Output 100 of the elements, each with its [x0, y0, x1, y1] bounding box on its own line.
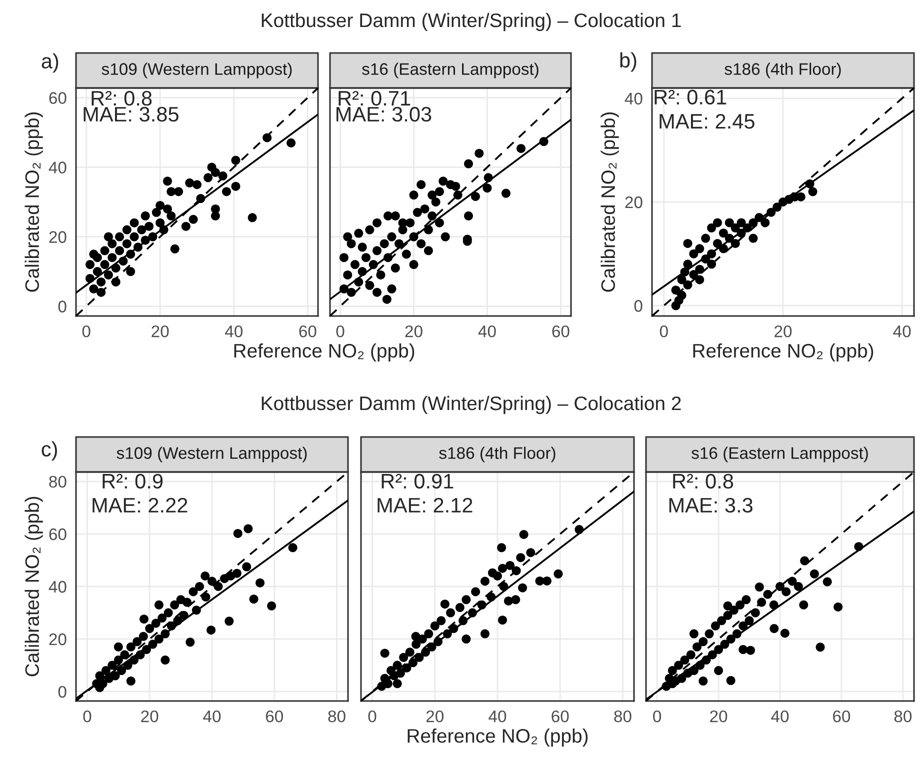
point	[686, 650, 696, 660]
annotation: R²: 0.61	[654, 90, 726, 105]
point	[462, 634, 471, 644]
point	[780, 628, 790, 638]
x-tick-label: 40	[893, 325, 911, 338]
point	[114, 642, 123, 652]
x-tick-label: 0	[83, 710, 92, 722]
point	[707, 260, 716, 269]
annotation: MAE: 3.03	[336, 106, 432, 122]
point	[498, 564, 508, 573]
point	[695, 275, 704, 284]
x-tick-label: 80	[894, 710, 912, 722]
point	[232, 568, 242, 578]
x-tick-label: 80	[614, 710, 632, 722]
x-tick-label: 0	[660, 325, 668, 338]
point	[186, 638, 195, 647]
point	[750, 608, 760, 618]
point	[674, 660, 684, 670]
point	[126, 642, 136, 652]
point	[140, 211, 150, 220]
point	[730, 238, 740, 248]
point	[695, 244, 704, 254]
point	[710, 621, 720, 630]
point	[162, 176, 172, 186]
point	[137, 225, 146, 234]
point	[707, 223, 716, 232]
y-tick-label: 40	[624, 92, 642, 105]
point	[816, 642, 825, 652]
point	[126, 676, 136, 686]
point	[689, 249, 698, 258]
x-tick-label: 40	[203, 710, 221, 722]
point	[164, 608, 173, 618]
point	[713, 238, 722, 248]
point	[154, 600, 164, 610]
point	[506, 560, 515, 570]
point	[115, 246, 124, 256]
annotation: R²: 0.9	[102, 474, 163, 489]
y-tick-label: 20	[49, 231, 66, 243]
y-tick-label: 0	[58, 686, 66, 698]
point	[668, 666, 677, 676]
point	[380, 648, 390, 658]
point	[114, 656, 123, 665]
text: Kottbusser Damm (Winter/Spring) – Colocation 1	[262, 12, 681, 32]
point	[162, 204, 172, 214]
point	[526, 548, 536, 558]
point	[436, 616, 446, 626]
point	[92, 267, 102, 276]
point	[96, 277, 106, 286]
point	[724, 218, 734, 228]
point	[760, 218, 770, 228]
chart-title: s16 (Eastern Lamppost)	[362, 62, 538, 78]
point	[286, 138, 296, 148]
y-tick-label: 80	[49, 476, 66, 488]
y-tick-label: 40	[48, 162, 66, 174]
point	[770, 624, 779, 634]
point	[188, 214, 198, 224]
point	[471, 587, 480, 596]
y-tick-label: 40	[48, 580, 66, 593]
point	[138, 632, 148, 641]
point	[726, 676, 736, 686]
point	[424, 629, 434, 638]
point	[166, 187, 176, 196]
point	[170, 244, 180, 254]
point	[480, 576, 490, 586]
x-axis-title: Reference NO₂ (ppb)	[408, 728, 588, 747]
point	[736, 218, 746, 228]
point	[126, 267, 136, 276]
point	[158, 614, 167, 623]
point	[736, 600, 745, 610]
point	[160, 656, 170, 665]
point	[100, 260, 110, 270]
point	[231, 156, 240, 165]
text: c)	[42, 441, 57, 461]
point	[692, 642, 702, 652]
point	[834, 602, 843, 612]
x-tick-label: 40	[488, 710, 506, 722]
point	[156, 200, 165, 210]
point	[192, 180, 202, 190]
point	[392, 679, 402, 688]
y-axis-title: Calibrated NO₂ (ppb)	[24, 112, 43, 292]
point	[808, 187, 818, 196]
point	[718, 228, 728, 238]
text: a)	[42, 53, 58, 73]
point	[542, 576, 552, 586]
point	[680, 656, 690, 665]
point	[776, 582, 784, 591]
point	[89, 250, 98, 259]
point	[210, 211, 220, 220]
point	[782, 587, 791, 596]
point	[130, 232, 139, 242]
x-tick-label: 60	[299, 325, 316, 338]
point	[822, 577, 832, 586]
x-tick-label: 0	[653, 710, 662, 722]
point	[480, 629, 490, 638]
point	[754, 582, 764, 592]
point	[713, 218, 722, 228]
point	[799, 600, 808, 610]
point	[144, 222, 154, 231]
x-tick-label: 60	[552, 325, 570, 338]
point	[701, 234, 710, 243]
